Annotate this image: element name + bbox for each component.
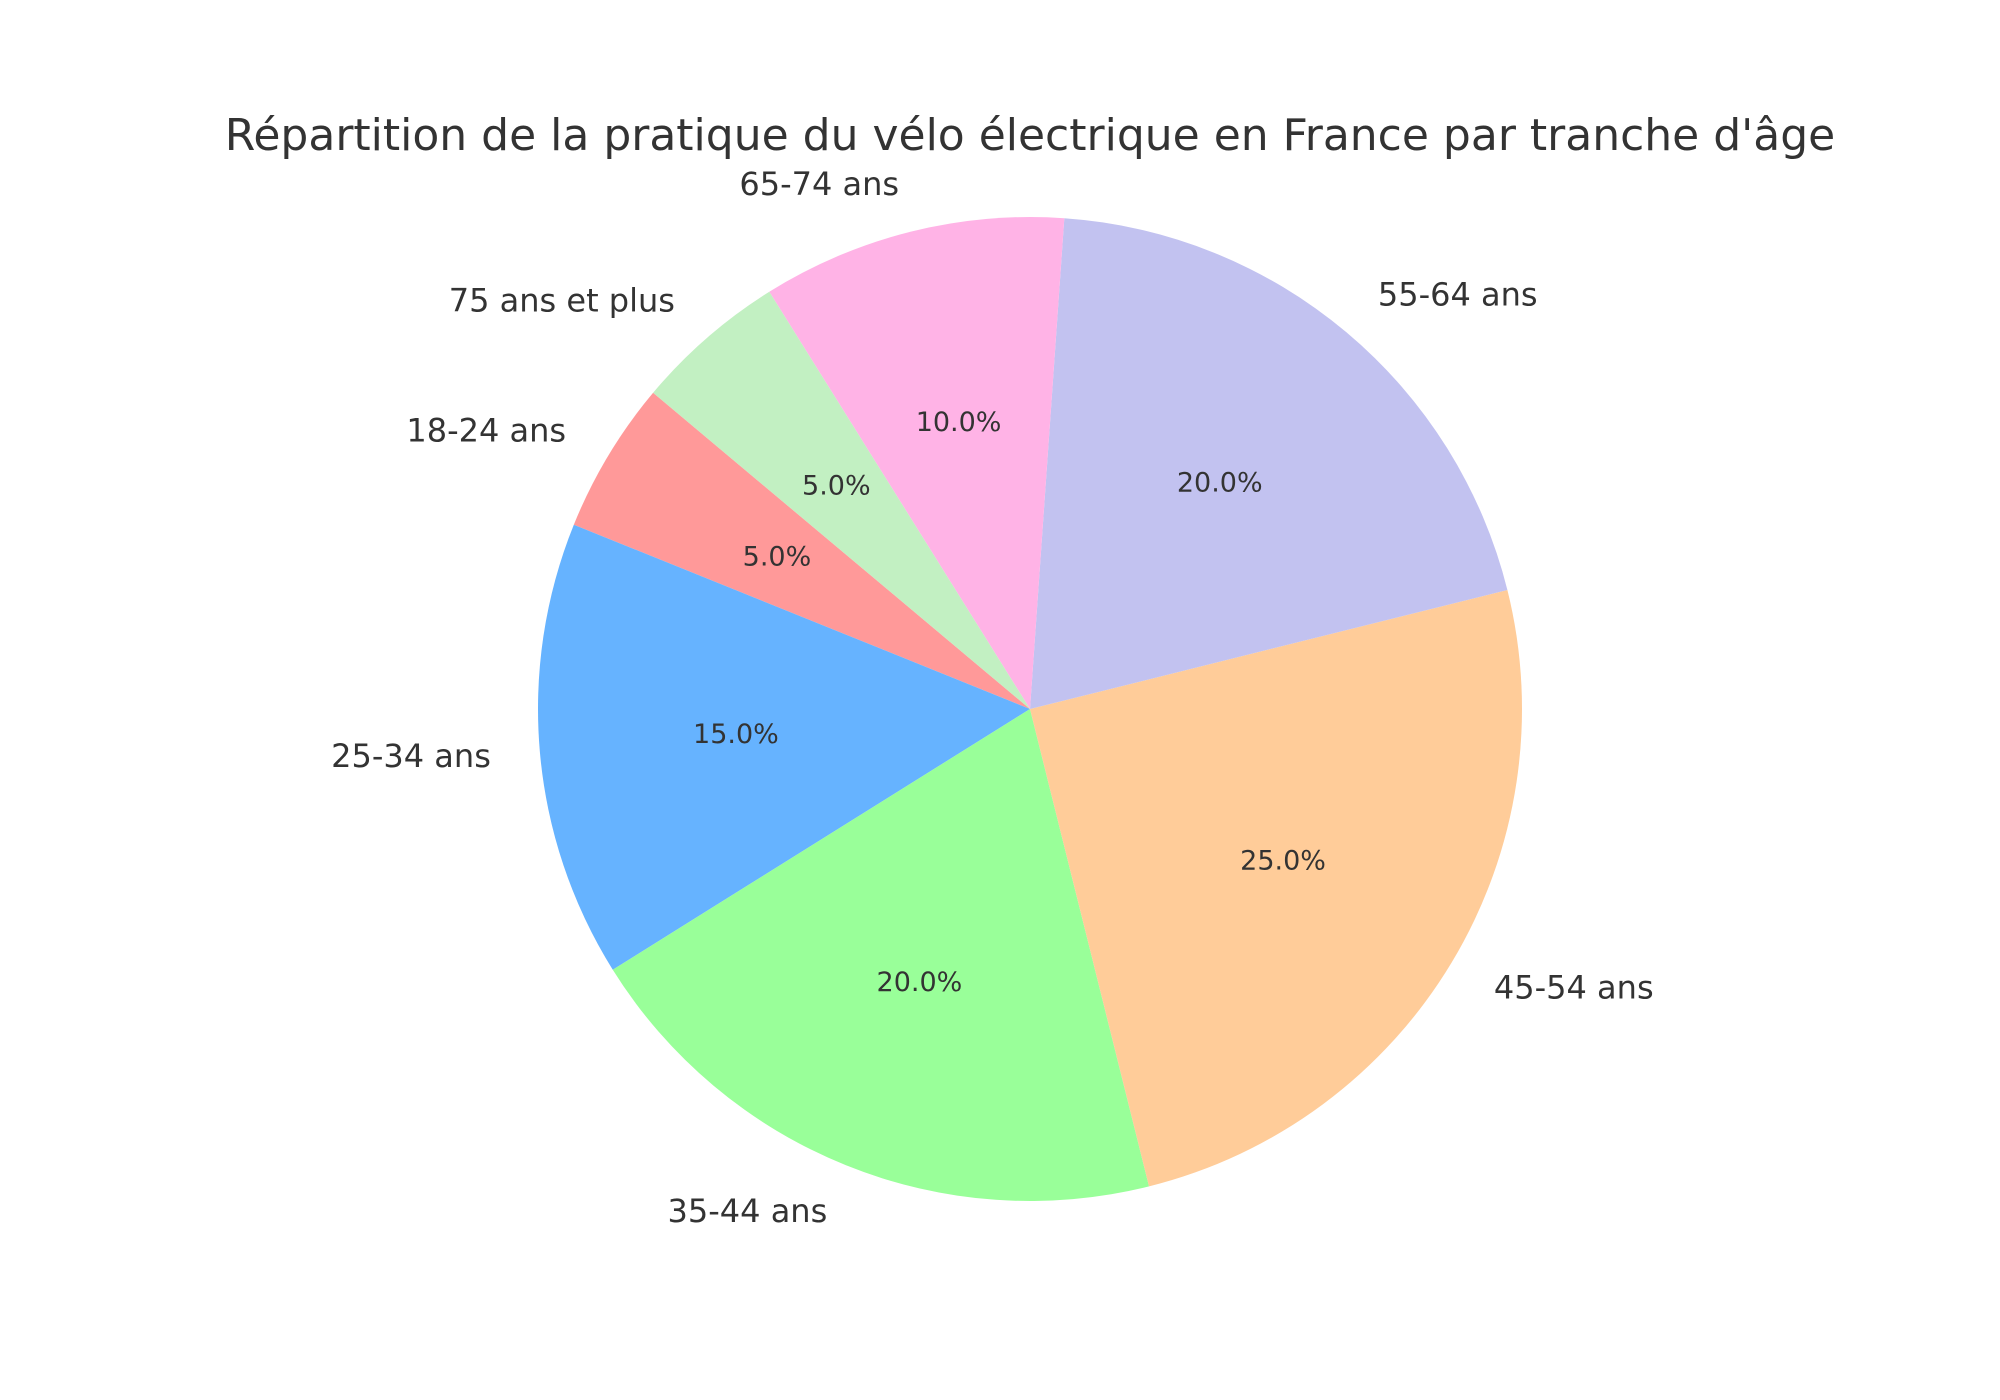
slice-percent-label: 10.0% <box>916 407 1002 438</box>
slice-percent-label: 5.0% <box>743 541 812 572</box>
slice-label: 18-24 ans <box>406 411 566 449</box>
pie-slice-0 <box>573 392 1030 709</box>
slice-label: 25-34 ans <box>331 737 491 775</box>
pie-labels: 18-24 ans 5.0% 25-34 ans 15.0% 35-44 ans 20.0… <box>331 165 1653 1230</box>
pie-slice-6 <box>653 291 1030 709</box>
slice-percent-label: 15.0% <box>693 719 779 750</box>
slice-percent-label: 20.0% <box>1177 467 1263 498</box>
slice-percent-label: 25.0% <box>1240 846 1326 877</box>
slice-percent-label: 20.0% <box>877 967 963 998</box>
slice-label: 45-54 ans <box>1494 969 1654 1007</box>
pie-slices <box>537 217 1522 1201</box>
slice-label: 35-44 ans <box>668 1192 828 1230</box>
pie-slice-5 <box>769 217 1065 709</box>
chart-title: Répartition de la pratique du vélo élect… <box>225 110 1835 161</box>
slice-percent-label: 5.0% <box>802 471 871 502</box>
pie-slice-2 <box>612 709 1150 1201</box>
pie-slice-3 <box>1030 589 1522 1187</box>
pie-slice-1 <box>537 524 1030 970</box>
pie-slice-4 <box>1030 218 1508 709</box>
slice-label: 75 ans et plus <box>449 282 675 320</box>
slice-label: 55-64 ans <box>1378 275 1538 313</box>
slice-label: 65-74 ans <box>739 165 899 203</box>
